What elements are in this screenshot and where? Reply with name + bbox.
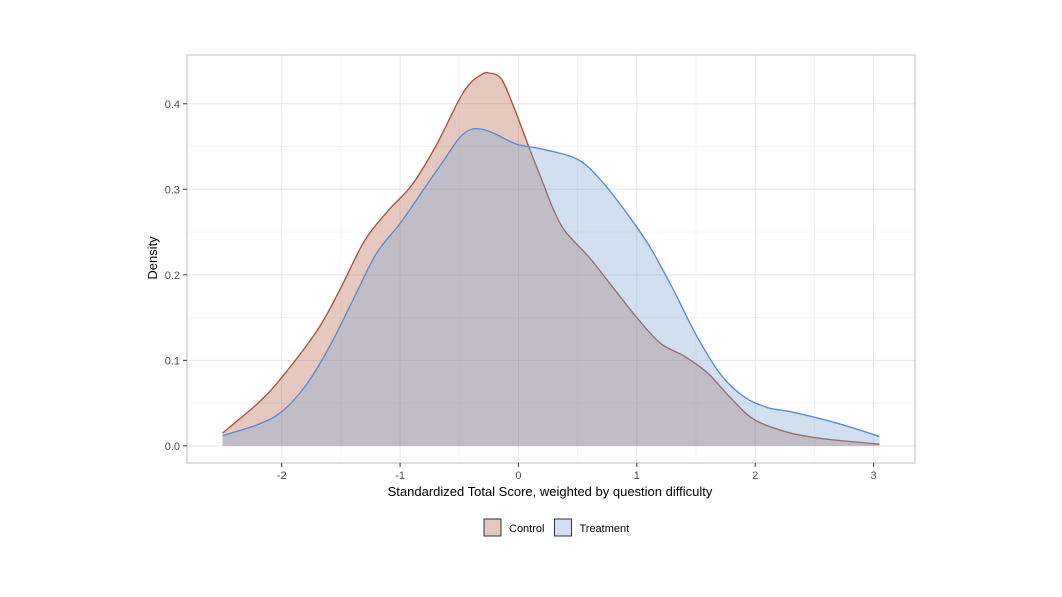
legend-label-treatment: Treatment [579, 523, 629, 535]
x-tick-label: 1 [634, 470, 640, 482]
legend-item-treatment: Treatment [553, 518, 629, 537]
control-density-area [222, 72, 880, 446]
major-gridlines [187, 55, 915, 463]
y-axis-title: Density [145, 236, 160, 280]
y-axis-ticks: 0.0 0.1 0.2 0.3 0.4 [165, 99, 187, 453]
x-axis-ticks: -2 -1 0 1 2 3 [277, 463, 877, 482]
legend-item-control: Control [483, 518, 544, 537]
x-tick-label: -1 [395, 470, 405, 482]
x-tick-label: 3 [871, 470, 877, 482]
control-density-line [222, 71, 880, 445]
density-areas [222, 71, 880, 446]
y-tick-label: 0.4 [165, 99, 180, 111]
treatment-density-line [222, 127, 880, 438]
y-tick-label: 0.3 [165, 184, 180, 196]
legend-label-control: Control [509, 523, 544, 535]
y-tick-label: 0.0 [165, 441, 180, 453]
x-axis-title: Standardized Total Score, weighted by qu… [388, 484, 713, 499]
legend-key-treatment [553, 518, 572, 537]
x-tick-label: 0 [515, 470, 521, 482]
treatment-density-area [222, 128, 880, 446]
x-tick-label: -2 [277, 470, 287, 482]
minor-gridlines [187, 55, 915, 463]
legend-key-control [483, 518, 502, 537]
y-tick-label: 0.1 [165, 355, 180, 367]
x-tick-label: 2 [752, 470, 758, 482]
y-tick-label: 0.2 [165, 270, 180, 282]
legend: Control Treatment [483, 518, 629, 537]
plot-panel-border [186, 54, 916, 464]
